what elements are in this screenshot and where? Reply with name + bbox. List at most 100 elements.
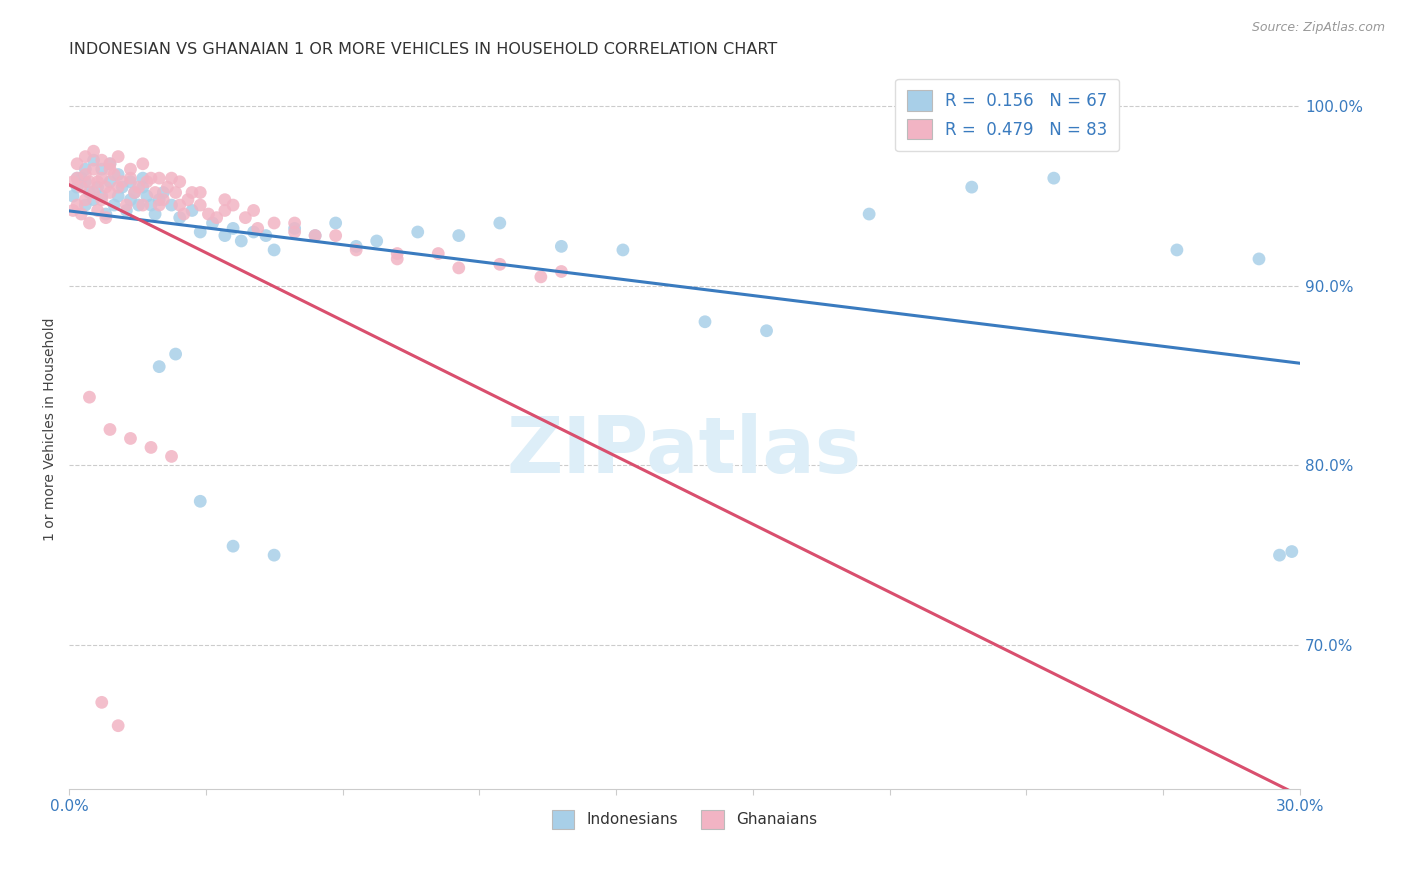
Point (107, 180, 129, 194)
Point (284, 221, 307, 235)
Point (284, 216, 307, 230)
Point (79, 186, 101, 200)
Point (111, 180, 134, 194)
Point (62, 189, 84, 203)
Point (120, 162, 142, 177)
Point (188, 494, 211, 508)
Point (94, 211, 117, 225)
Point (1166, 243, 1188, 257)
Point (120, 432, 142, 446)
Point (488, 216, 510, 230)
Point (181, 186, 204, 200)
Point (693, 315, 716, 329)
Point (115, 203, 138, 218)
Point (75, 198, 97, 212)
Point (231, 234, 253, 248)
Point (75, 150, 97, 164)
Point (366, 234, 388, 248)
Point (107, 168, 129, 182)
Point (263, 243, 285, 257)
Point (344, 239, 367, 253)
Point (550, 239, 572, 253)
Point (1043, 171, 1066, 186)
Point (156, 180, 179, 194)
Point (160, 171, 183, 186)
Point (90, 171, 112, 186)
Point (90, 153, 112, 168)
Point (148, 171, 170, 186)
Point (284, 225, 307, 239)
Point (124, 186, 146, 200)
Point (120, 171, 142, 186)
Point (447, 228, 470, 243)
Point (242, 225, 264, 239)
Point (755, 324, 778, 338)
Point (181, 203, 204, 218)
Point (90, 162, 112, 177)
Point (1268, 548, 1291, 562)
Point (325, 216, 347, 230)
Point (98, 157, 121, 171)
Point (94, 207, 117, 221)
Point (488, 257, 510, 271)
Point (75, 193, 97, 207)
Point (66, 171, 89, 186)
Text: ZIPatlas: ZIPatlas (508, 413, 862, 489)
Point (188, 198, 211, 212)
Y-axis label: 1 or more Vehicles in Household: 1 or more Vehicles in Household (44, 318, 58, 541)
Point (70, 180, 93, 194)
Point (148, 193, 170, 207)
Point (960, 180, 983, 194)
Point (222, 539, 245, 553)
Point (169, 198, 191, 212)
Point (70, 207, 93, 221)
Point (107, 189, 129, 203)
Point (94, 180, 117, 194)
Point (143, 186, 166, 200)
Point (128, 180, 150, 194)
Point (66, 198, 89, 212)
Point (66, 157, 89, 171)
Point (143, 207, 166, 221)
Point (62, 203, 84, 218)
Point (98, 186, 121, 200)
Point (612, 243, 634, 257)
Point (115, 198, 138, 212)
Point (222, 198, 245, 212)
Point (152, 193, 174, 207)
Point (214, 228, 236, 243)
Point (103, 198, 125, 212)
Point (132, 180, 155, 194)
Point (62, 175, 84, 189)
Point (83, 145, 105, 159)
Point (132, 171, 155, 186)
Point (165, 347, 187, 361)
Point (148, 359, 170, 374)
Point (132, 157, 155, 171)
Point (79, 175, 101, 189)
Point (242, 203, 264, 218)
Point (173, 207, 195, 221)
Point (86, 180, 108, 194)
Point (75, 175, 97, 189)
Point (222, 221, 245, 235)
Point (111, 175, 134, 189)
Point (83, 153, 105, 168)
Point (304, 228, 326, 243)
Point (135, 189, 157, 203)
Point (148, 198, 170, 212)
Point (124, 186, 146, 200)
Point (98, 157, 121, 171)
Point (858, 207, 880, 221)
Point (344, 243, 367, 257)
Point (160, 198, 183, 212)
Point (325, 228, 347, 243)
Point (107, 719, 129, 733)
Point (1247, 252, 1270, 266)
Point (103, 168, 125, 182)
Point (188, 186, 211, 200)
Point (86, 175, 108, 189)
Point (165, 186, 187, 200)
Point (135, 175, 157, 189)
Point (107, 150, 129, 164)
